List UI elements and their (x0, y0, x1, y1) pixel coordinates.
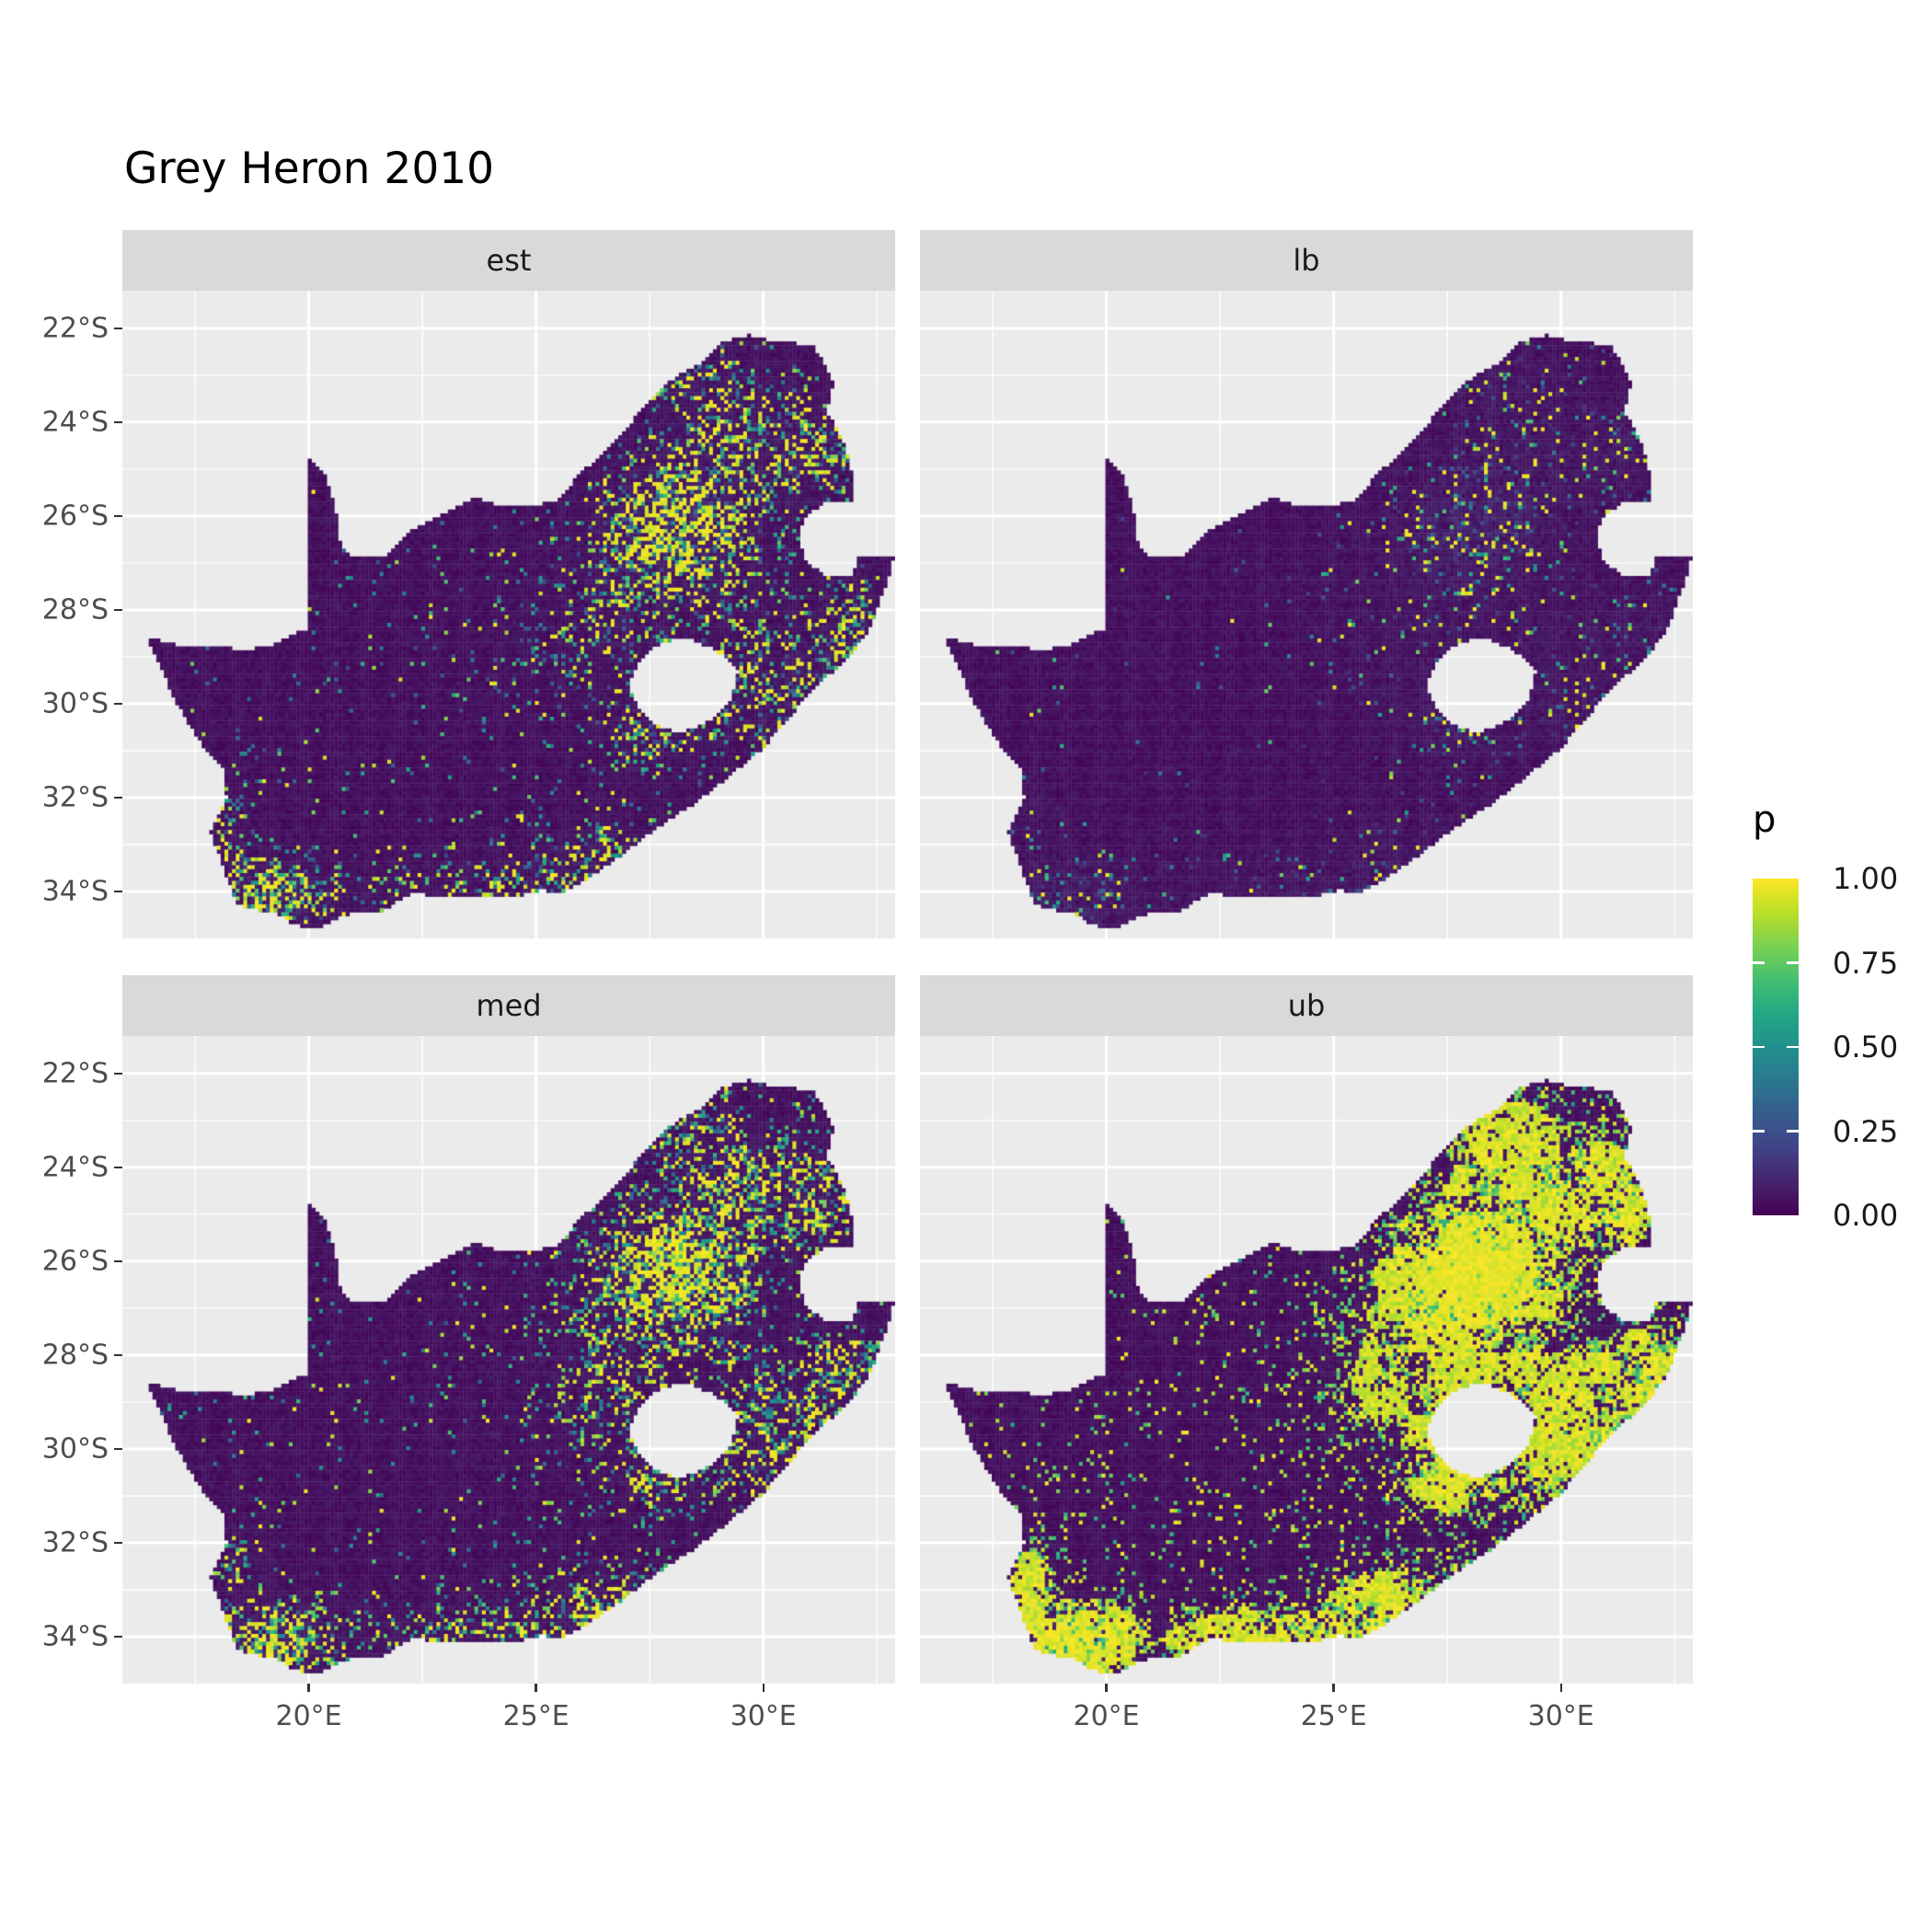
x-tick-label: 30°E (1527, 1700, 1594, 1732)
y-axis-tick (114, 1541, 122, 1545)
y-tick-label: 30°S (41, 687, 109, 720)
y-tick-label: 24°S (41, 1151, 109, 1184)
x-axis-tick (535, 1684, 537, 1692)
y-tick-label: 24°S (41, 406, 109, 439)
x-axis-tick (1332, 1684, 1335, 1692)
y-axis-tick (114, 1259, 122, 1263)
x-axis-tick (1559, 1684, 1562, 1692)
facet-strip-label-ub: ub (1287, 988, 1326, 1023)
x-axis-tick (307, 1684, 310, 1692)
colorbar-tick (1753, 961, 1765, 964)
legend-tick-label: 0.25 (1833, 1113, 1899, 1149)
map-panel-ub (920, 1036, 1693, 1684)
facet-strip-med: med (122, 975, 895, 1036)
legend-title: p (1753, 799, 1777, 841)
facet-strip-est: est (122, 230, 895, 291)
y-axis-tick (114, 890, 122, 893)
y-axis-tick (114, 1447, 122, 1451)
x-axis-tick (762, 1684, 765, 1692)
y-tick-label: 26°S (41, 1245, 109, 1278)
y-tick-label: 34°S (41, 1620, 109, 1653)
facet-strip-ub: ub (920, 975, 1693, 1036)
y-tick-label: 22°S (41, 312, 109, 345)
y-axis-tick (114, 1353, 122, 1357)
y-axis-tick (114, 608, 122, 612)
map-panel-lb (920, 291, 1693, 938)
y-tick-label: 30°S (41, 1432, 109, 1466)
y-axis-tick (114, 327, 122, 329)
y-axis-tick (114, 1072, 122, 1075)
colorbar-tick (1753, 1045, 1765, 1049)
x-axis-tick (1105, 1684, 1108, 1692)
y-tick-label: 34°S (41, 875, 109, 908)
y-tick-label: 22°S (41, 1057, 109, 1090)
y-tick-label: 32°S (41, 1526, 109, 1559)
legend-tick-label: 1.00 (1833, 861, 1899, 896)
map-panel-est (122, 291, 895, 938)
facet-strip-label-est: est (486, 243, 532, 278)
legend-tick-label: 0.00 (1833, 1198, 1899, 1233)
plot-title: Grey Heron 2010 (124, 144, 495, 194)
x-tick-label: 20°E (275, 1700, 342, 1732)
legend-tick-label: 0.50 (1833, 1029, 1899, 1064)
facet-strip-label-lb: lb (1293, 243, 1320, 278)
y-tick-label: 26°S (41, 500, 109, 533)
y-axis-tick (114, 1166, 122, 1169)
map-panel-med (122, 1036, 895, 1684)
y-axis-tick (114, 796, 122, 799)
x-tick-label: 25°E (1300, 1700, 1367, 1732)
x-tick-label: 25°E (502, 1700, 569, 1732)
colorbar-tick (1753, 1130, 1765, 1133)
y-axis-tick (114, 514, 122, 518)
y-axis-tick (114, 420, 122, 424)
y-tick-label: 28°S (41, 593, 109, 627)
facet-strip-lb: lb (920, 230, 1693, 291)
colorbar-tick (1787, 961, 1799, 964)
colorbar-tick (1787, 1130, 1799, 1133)
facet-strip-label-med: med (476, 988, 542, 1023)
colorbar-tick (1787, 1045, 1799, 1049)
y-tick-label: 28°S (41, 1339, 109, 1372)
x-tick-label: 20°E (1073, 1700, 1140, 1732)
legend-tick-label: 0.75 (1833, 945, 1899, 981)
y-axis-tick (114, 702, 122, 706)
y-tick-label: 32°S (41, 781, 109, 814)
x-tick-label: 30°E (730, 1700, 797, 1732)
y-axis-tick (114, 1635, 122, 1639)
